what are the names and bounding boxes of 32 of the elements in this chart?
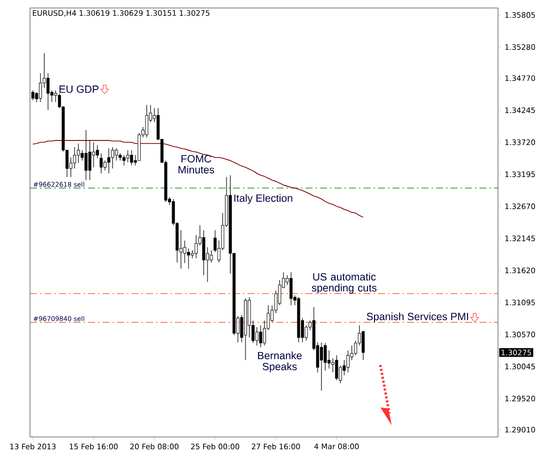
candlestick — [290, 272, 293, 306]
candlestick — [76, 143, 80, 164]
candlestick — [73, 146, 76, 169]
candlestick — [145, 104, 148, 138]
annotation: Italy Election — [234, 194, 292, 204]
candlestick — [320, 342, 323, 391]
candlestick — [107, 148, 110, 174]
candlestick — [130, 150, 134, 166]
candlestick — [255, 326, 258, 346]
candlestick — [346, 350, 350, 373]
candlestick — [126, 150, 130, 163]
annotation: Bernanke Speaks — [258, 352, 302, 372]
candlestick — [92, 142, 96, 168]
candlestick — [194, 234, 198, 258]
annotation: US automatic spending cuts — [312, 272, 377, 294]
candlestick — [100, 152, 103, 174]
candlestick — [335, 354, 338, 381]
candlestick — [84, 130, 88, 180]
candlestick — [210, 250, 213, 263]
candlestick — [362, 330, 365, 360]
annotation: EU GDP — [60, 85, 98, 93]
candlestick — [103, 160, 106, 171]
candlestick — [96, 145, 99, 158]
candlestick — [46, 72, 50, 110]
candlestick — [259, 325, 262, 348]
candlestick — [187, 248, 190, 269]
candlestick — [114, 148, 118, 161]
annotation: FOMC Minutes — [178, 155, 214, 174]
text: Spanish Services PMI — [366, 312, 468, 322]
candlestick — [111, 146, 114, 169]
candlestick — [122, 154, 126, 166]
candlestick — [38, 72, 42, 102]
